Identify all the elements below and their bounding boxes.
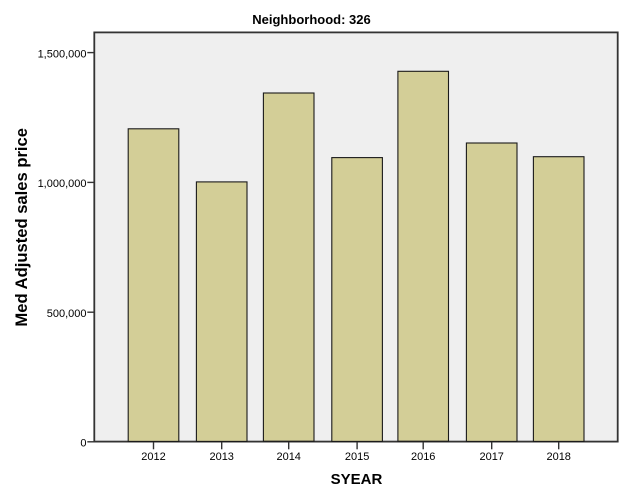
svg-text:1,000,000: 1,000,000	[38, 178, 87, 190]
svg-text:Med Adjusted sales price: Med Adjusted sales price	[12, 128, 31, 327]
svg-text:2015: 2015	[345, 451, 369, 463]
svg-text:500,000: 500,000	[47, 308, 87, 320]
svg-text:Neighborhood: 326: Neighborhood: 326	[252, 12, 370, 27]
svg-text:1,500,000: 1,500,000	[38, 48, 87, 60]
svg-text:2013: 2013	[209, 451, 233, 463]
svg-text:2018: 2018	[546, 451, 570, 463]
svg-text:2016: 2016	[411, 451, 435, 463]
svg-text:2017: 2017	[479, 451, 503, 463]
svg-text:2014: 2014	[276, 451, 300, 463]
svg-text:SYEAR: SYEAR	[331, 471, 383, 488]
svg-text:2012: 2012	[141, 451, 165, 463]
svg-text:0: 0	[80, 438, 86, 450]
